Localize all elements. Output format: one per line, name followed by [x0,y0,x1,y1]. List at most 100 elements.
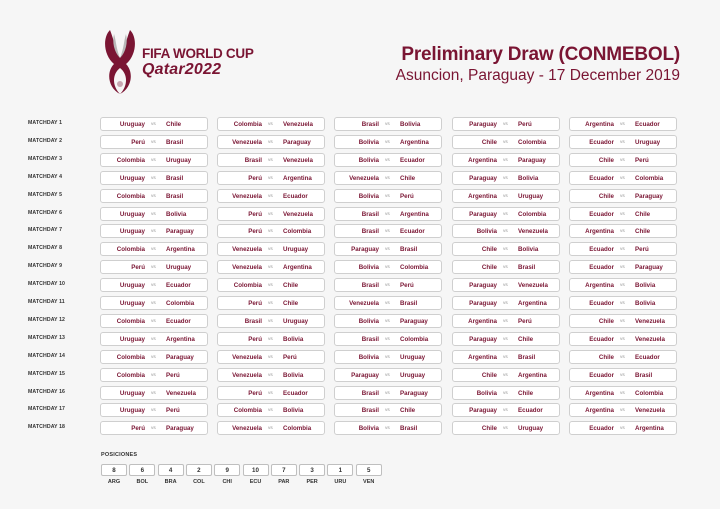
matchday-label: MATCHDAY 11 [28,299,65,305]
home-team: Argentina [585,228,614,236]
home-team: Argentina [468,156,497,164]
vs-label: vs [151,283,156,289]
vs-label: vs [503,139,508,145]
position-value: 8 [101,464,127,476]
position-value: 2 [185,464,212,476]
vs-label: vs [385,426,390,432]
match-box: Chile vs Colombia [452,134,560,149]
matchday-label: MATCHDAY 4 [28,173,63,180]
match-box: Colombia vs Argentina [100,242,208,257]
matchday-label: MATCHDAY 9 [28,263,63,270]
vs-label: vs [268,390,273,396]
vs-label: vs [385,247,390,253]
home-team: Ecuador [589,138,614,146]
home-team: Colombia [116,156,145,164]
home-team: Uruguay [119,210,145,218]
home-team: Venezuela [232,264,262,272]
vs-label: vs [385,193,390,199]
away-team: Ecuador [283,389,308,397]
away-team: Colombia [635,174,664,182]
away-team: Brasil [400,425,418,433]
away-team: Ecuador [635,121,660,128]
vs-label: vs [385,372,390,378]
away-team: Brasil [166,192,184,200]
match-box: Paraguay vs Brasil [334,242,442,257]
away-team: Chile [400,174,416,182]
away-team: Brasil [166,174,184,182]
match-box: Bolivia vs Ecuador [334,152,442,167]
match-box: Venezuela vs Ecuador [217,188,325,203]
away-team: Argentina [166,246,195,254]
home-team: Venezuela [349,174,379,182]
match-box: Argentina vs Paraguay [452,152,560,167]
position-value: 5 [355,464,382,476]
match-box: Paraguay vs Bolivia [452,170,560,185]
vs-label: vs [268,211,273,217]
home-team: Paraguay [469,174,497,182]
match-box: Paraguay vs Perú [452,117,560,131]
match-box: Brasil vs Perú [334,278,442,293]
away-team: Venezuela [283,156,313,164]
match-box: Venezuela vs Argentina [217,260,325,275]
positions-title: POSICIONES [101,452,138,458]
vs-label: vs [503,283,508,289]
vs-label: vs [503,372,508,378]
away-team: Chile [283,300,299,307]
position-cell: 4 BRA [157,464,184,485]
home-team: Ecuador [589,335,614,343]
away-team: Ecuador [166,282,191,290]
vs-label: vs [385,139,390,145]
match-box: Colombia vs Perú [100,367,208,382]
team-code: VEN [363,479,375,485]
vs-label: vs [385,175,390,181]
home-team: Paraguay [469,282,497,290]
match-box: Paraguay vs Ecuador [452,403,560,418]
match-box: Paraguay vs Chile [452,331,560,346]
match-box: Ecuador vs Bolivia [569,296,677,310]
home-team: Colombia [233,121,262,128]
home-team: Perú [248,174,262,182]
away-team: Colombia [400,264,429,272]
home-team: Perú [131,425,145,433]
vs-label: vs [268,354,273,360]
away-team: Uruguay [635,138,661,146]
match-box: Uruguay vs Paraguay [100,224,208,239]
away-team: Venezuela [635,407,665,415]
match-box: Colombia vs Bolivia [217,403,325,418]
team-code: URU [334,479,347,485]
matchday-label: MATCHDAY 16 [28,388,66,395]
away-team: Uruguay [283,317,309,325]
match-box: Colombia vs Brasil [100,188,208,203]
match-box: Ecuador vs Argentina [569,421,677,436]
away-team: Colombia [283,228,312,236]
home-team: Venezuela [232,192,262,200]
vs-label: vs [620,318,625,324]
matchday-label: MATCHDAY 1 [28,120,63,126]
match-box: Bolivia vs Brasil [334,421,442,436]
match-box: Chile vs Ecuador [569,349,677,364]
match-box: Chile vs Perú [569,152,677,167]
home-team: Paraguay [469,300,497,307]
matchday-label: MATCHDAY 12 [28,316,66,323]
away-team: Uruguay [166,156,192,164]
home-team: Uruguay [119,228,145,236]
match-box: Uruguay vs Colombia [100,296,208,310]
away-team: Perú [400,282,414,290]
home-team: Ecuador [589,425,614,433]
match-box: Ecuador vs Perú [569,242,677,257]
trophy-emblem-icon [105,30,135,94]
home-team: Brasil [361,210,379,218]
away-team: Chile [635,228,651,236]
home-team: Venezuela [349,300,379,307]
match-box: Perú vs Chile [217,296,325,310]
team-code: ECU [249,479,262,485]
home-team: Brasil [361,282,379,290]
match-box: Bolivia vs Venezuela [452,224,560,239]
home-team: Uruguay [119,282,145,290]
position-cell: 7 PAR [270,464,297,485]
match-box: Ecuador vs Paraguay [569,260,677,275]
away-team: Paraguay [518,156,546,164]
match-box: Colombia vs Paraguay [100,349,208,364]
vs-label: vs [268,122,273,127]
vs-label: vs [268,283,273,289]
